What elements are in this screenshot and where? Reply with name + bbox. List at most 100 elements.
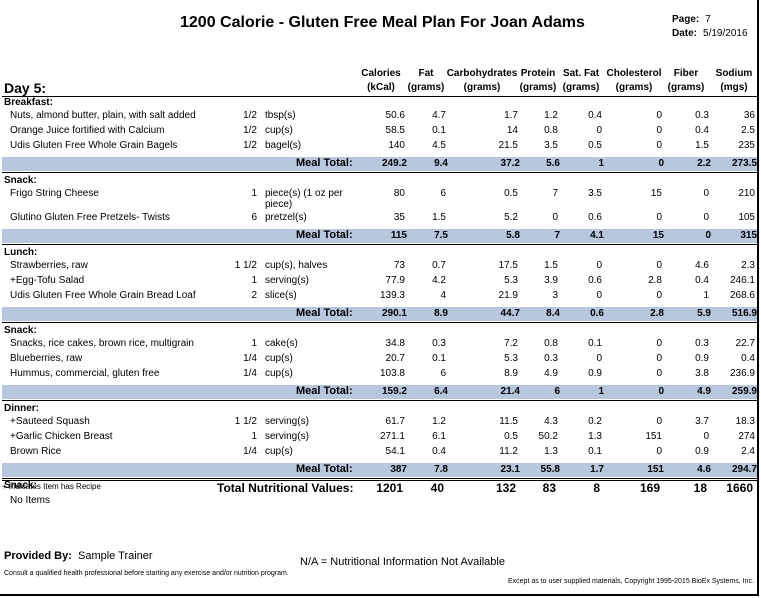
column-header-name: Fat [418,68,434,79]
meal-total-value: 2.2 [697,158,711,169]
meal-total-value: 5.6 [546,158,560,169]
nutrient-value: 271.1 [379,431,405,442]
column-header-unit: (grams) [407,82,445,93]
consult-note: Consult a qualified health professional … [4,570,289,577]
nutrient-value: 0 [656,110,662,121]
meal-total-value: 5.8 [506,230,520,241]
nutrient-value: 0 [703,188,709,199]
nutrient-value: 0.4 [588,110,602,121]
day-heading: Day 5: [4,80,47,96]
nutrient-value: 0 [596,260,602,271]
nutrient-value: 1.3 [588,431,602,442]
nutrient-value: 0.8 [544,125,558,136]
food-quantity: 1/2 [243,110,257,121]
nutrient-value: 0.4 [432,446,446,457]
meal-total-value: 294.7 [731,464,757,475]
nutrient-value: 0.3 [695,110,709,121]
nutrient-value: 2.3 [741,260,755,271]
meal-total-value: 290.1 [381,308,407,319]
food-quantity: 1/2 [243,125,257,136]
divider-line [2,322,757,323]
meal-total-row: Meal Total: 387 7.8 23.1 55.8 1.7 151 4.6 294.7 [2,463,757,477]
meal-total-label: Meal Total: [296,157,353,169]
food-item-row: Orange Juice fortified with Calcium 1/2 cu… [0,125,757,139]
food-name: Snacks, rice cakes, brown rice, multigra… [10,338,194,349]
food-quantity: 1/4 [243,353,257,364]
food-item-row: Snacks, rice cakes, brown rice, multigra… [0,338,757,352]
meal-total-value: 6 [554,386,560,397]
column-header: Sat. Fat (grams) [541,67,621,95]
divider-line [2,480,757,481]
food-quantity: 6 [251,212,257,223]
column-header: Sodium (mgs) [694,67,761,95]
column-header-unit: (grams) [667,82,705,93]
column-header-name: Sodium [715,68,753,79]
nutrient-value: 4 [440,290,446,301]
nutrient-value: 2.5 [741,125,755,136]
grand-total-label: Total Nutritional Values: [217,481,354,495]
nutrient-value: 77.9 [385,275,405,286]
food-unit: serving(s) [265,275,309,286]
nutrient-value: 0.4 [741,353,755,364]
meal-section-title: Breakfast: [4,97,53,108]
meal-total-value: 21.4 [500,386,520,397]
food-quantity: 1/4 [243,368,257,379]
nutrient-value: 268.6 [729,290,755,301]
meal-section-title: Snack: [4,325,37,336]
column-header-unit: (grams) [615,82,653,93]
nutrient-value: 0 [656,290,662,301]
date-label: Date: [672,28,698,39]
food-item-row: Udis Gluten Free Whole Grain Bread Loaf 2… [0,290,757,304]
food-item-row: +Garlic Chicken Breast 1 serving(s) 271.1 6.… [0,431,757,445]
nutrient-value: 0.6 [588,212,602,223]
nutrient-value: 235 [738,140,755,151]
page-info: Page: 7 Date: 5/19/2016 [672,13,748,41]
divider-line [2,478,757,479]
food-quantity: 1/4 [243,446,257,457]
food-name: Orange Juice fortified with Calcium [10,125,165,136]
column-header-unit: (grams) [519,82,557,93]
food-name: Strawberries, raw [10,260,88,271]
nutrient-value: 0.9 [588,368,602,379]
meal-total-row: Meal Total: 115 7.5 5.8 7 4.1 15 0 315 [2,229,757,243]
nutrient-value: 0 [596,125,602,136]
food-unit: slice(s) [265,290,297,301]
food-item-row: Frigo String Cheese 1 piece(s) (1 oz per pi… [0,188,757,210]
meal-total-value: 4.6 [697,464,711,475]
grand-total-value: 132 [495,481,516,495]
nutrient-value: 7 [552,188,558,199]
nutrient-value: 0.5 [504,431,518,442]
food-name: +Egg-Tofu Salad [10,275,85,286]
nutrient-value: 1 [703,290,709,301]
meal-total-value: 5.9 [697,308,711,319]
meal-total-value: 4.1 [590,230,604,241]
column-header: Calories (kCal) [341,67,421,95]
nutrient-value: 3.5 [544,140,558,151]
nutrient-value: 61.7 [385,416,405,427]
food-item-row: Blueberries, raw 1/4 cup(s) 20.7 0.1 5.3 0.3 0 0… [0,353,757,367]
nutrient-value: 18.3 [735,416,755,427]
meal-total-value: 7.5 [434,230,448,241]
meal-total-value: 516.9 [731,308,757,319]
nutrient-value: 0.1 [588,338,602,349]
nutrient-value: 0.3 [695,338,709,349]
no-items-text: No Items [10,495,51,506]
nutrient-value: 0 [656,338,662,349]
food-name: Nuts, almond butter, plain, with salt ad… [10,110,196,121]
nutrient-value: 36 [743,110,755,121]
nutrient-value: 4.5 [432,140,446,151]
meal-section-title: Snack: [4,480,37,491]
nutrient-value: 5.3 [504,275,518,286]
nutrient-value: 4.9 [544,368,558,379]
nutrient-value: 0.8 [544,338,558,349]
nutrient-value: 15 [650,188,662,199]
food-unit: pretzel(s) [265,212,307,223]
column-header-unit: (grams) [463,82,501,93]
nutrient-value: 17.5 [498,260,518,271]
nutrient-value: 80 [393,188,405,199]
nutrient-value: 1.2 [432,416,446,427]
meal-total-row: Meal Total: 159.2 6.4 21.4 6 1 0 4.9 259.9 [2,385,757,399]
nutrient-value: 0 [656,416,662,427]
nutrient-value: 54.1 [385,446,405,457]
